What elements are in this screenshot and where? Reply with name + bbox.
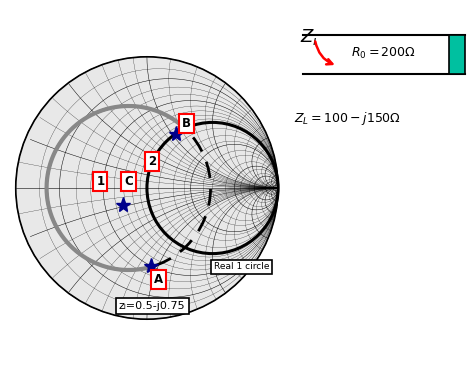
Text: 2: 2	[148, 155, 156, 168]
Text: 1: 1	[96, 175, 104, 188]
Text: zₗ=0.5-j0.75: zₗ=0.5-j0.75	[119, 301, 185, 311]
Text: $Z_L=100-j150\Omega$: $Z_L=100-j150\Omega$	[294, 110, 401, 127]
Circle shape	[16, 57, 278, 319]
Text: A: A	[154, 273, 163, 287]
Text: $R_0=200\Omega$: $R_0=200\Omega$	[351, 46, 416, 61]
Text: B: B	[182, 117, 191, 130]
Text: $Z_i$: $Z_i$	[300, 27, 318, 47]
Text: Real 1 circle: Real 1 circle	[214, 262, 269, 271]
FancyBboxPatch shape	[449, 35, 465, 74]
Text: C: C	[124, 175, 133, 188]
